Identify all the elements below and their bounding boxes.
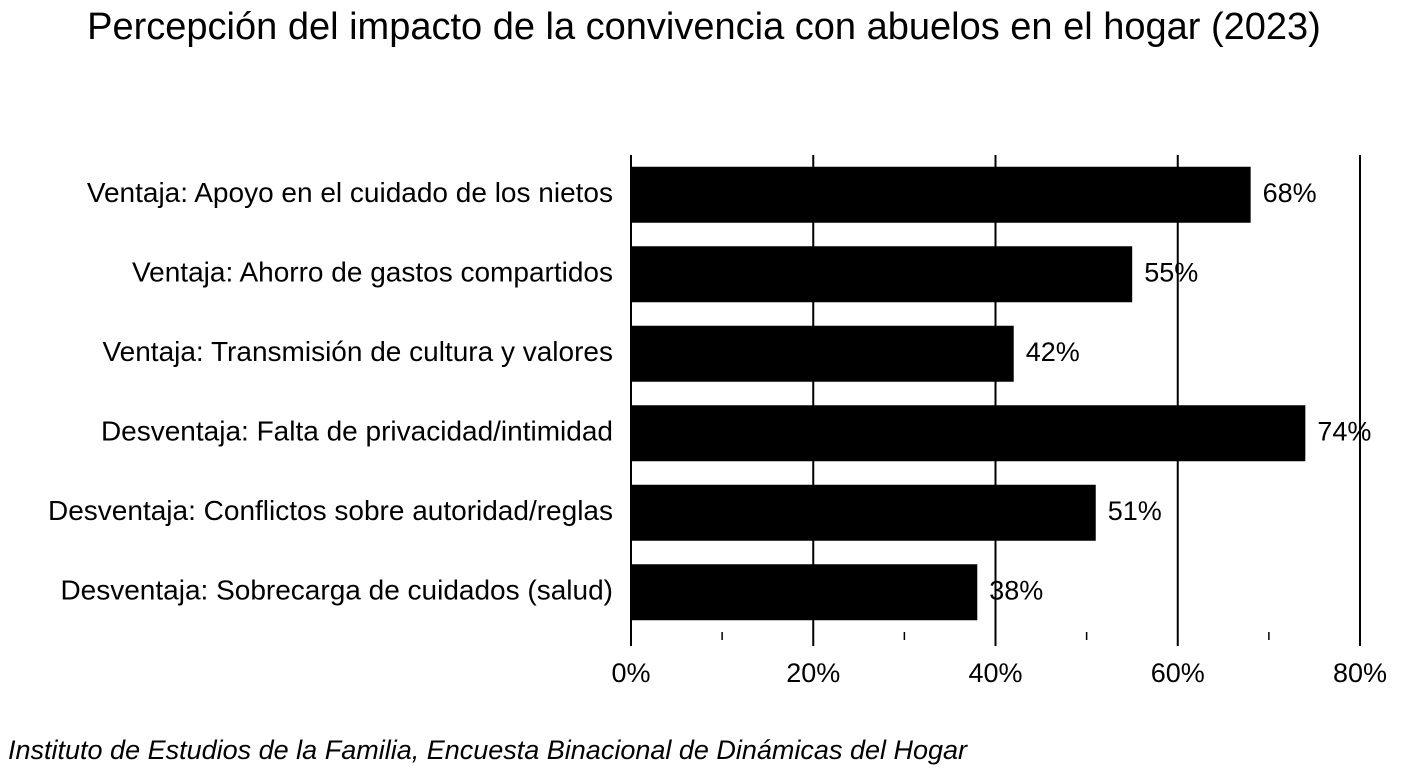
bar [631, 325, 1014, 382]
x-tick-label: 0% [611, 658, 650, 688]
chart-title: Percepción del impacto de la convivencia… [87, 6, 1321, 48]
x-tick-label: 60% [1151, 658, 1205, 688]
category-labels: Ventaja: Apoyo en el cuidado de los niet… [48, 177, 613, 606]
category-label: Ventaja: Apoyo en el cuidado de los niet… [87, 177, 613, 208]
bar [631, 166, 1251, 223]
source-note: Instituto de Estudios de la Familia, Enc… [8, 735, 968, 765]
data-labels: 68% 55% 42% 74% 51% 38% [989, 178, 1371, 606]
data-label: 55% [1144, 257, 1198, 287]
bar [631, 405, 1306, 462]
category-label: Ventaja: Ahorro de gastos compartidos [132, 257, 613, 288]
data-label: 38% [989, 575, 1043, 605]
data-label: 68% [1263, 178, 1317, 208]
bar [631, 246, 1133, 303]
x-axis: 0% 20% 40% 60% 80% [611, 155, 1387, 688]
category-label: Ventaja: Transmisión de cultura y valore… [103, 336, 613, 367]
data-label: 74% [1317, 416, 1371, 446]
bar [631, 564, 978, 621]
category-label: Desventaja: Sobrecarga de cuidados (salu… [60, 575, 613, 606]
grid-lines [812, 155, 1361, 632]
category-label: Desventaja: Falta de privacidad/intimida… [101, 416, 613, 447]
x-tick-label: 20% [786, 658, 840, 688]
x-tick-label: 40% [968, 658, 1022, 688]
data-label: 42% [1026, 337, 1080, 367]
x-tick-label: 80% [1333, 658, 1387, 688]
data-label: 51% [1108, 496, 1162, 526]
category-label: Desventaja: Conflictos sobre autoridad/r… [48, 495, 613, 526]
bars [631, 166, 1306, 621]
bar [631, 484, 1096, 541]
